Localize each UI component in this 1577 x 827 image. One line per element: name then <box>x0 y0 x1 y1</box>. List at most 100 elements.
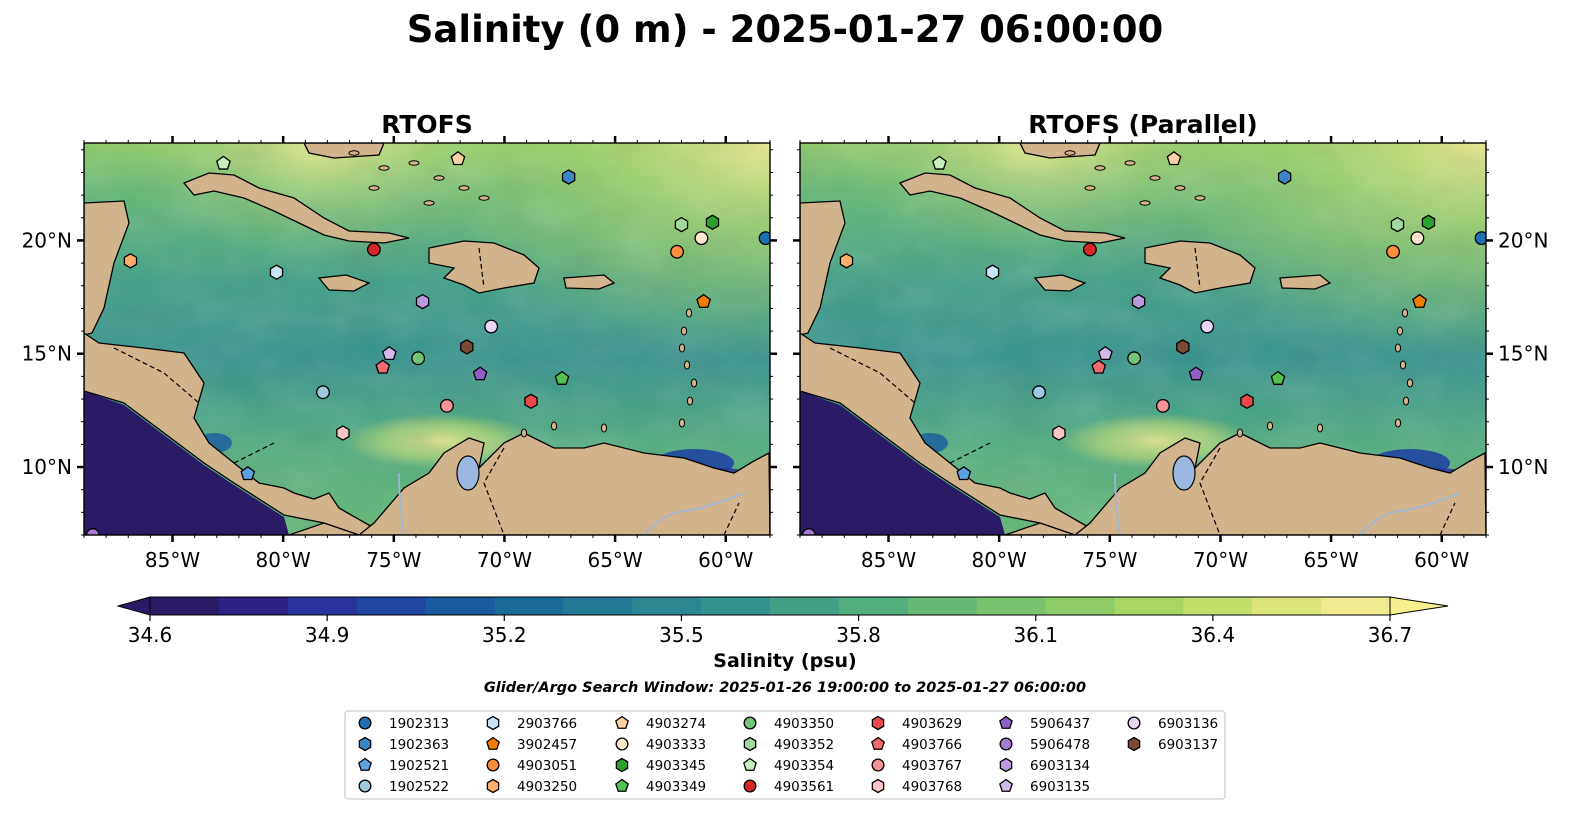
legend-item-4903766: 4903766 <box>871 736 962 753</box>
lon-tick-label: 80°W <box>972 548 1027 572</box>
legend-label: 4903333 <box>646 737 706 753</box>
island <box>458 185 470 191</box>
lake <box>456 455 480 491</box>
legend-marker <box>999 778 1013 792</box>
colorbar-segment <box>287 597 358 615</box>
legend-marker <box>1127 736 1141 752</box>
colorbar-segment <box>976 597 1047 615</box>
colorbar-segment <box>218 597 289 615</box>
island <box>1394 418 1402 428</box>
colorbar-segment <box>1252 597 1322 615</box>
legend-item-2903766: 2903766 <box>486 715 577 732</box>
float-marker-1902313 <box>758 231 770 246</box>
legend-item-4903768: 4903768 <box>871 778 962 795</box>
legend-item-1902313: 1902313 <box>358 716 449 732</box>
float-marker-5906478 <box>85 528 100 535</box>
legend-marker <box>743 779 757 793</box>
legend-label: 4903354 <box>774 758 834 774</box>
colorbar-segment <box>1183 597 1253 615</box>
legend-label: 4903561 <box>774 779 834 795</box>
country-border <box>829 247 1456 535</box>
legend-item-3902457: 3902457 <box>486 736 577 753</box>
colorbar-tick-label: 36.7 <box>1368 623 1413 647</box>
legend-item-5906478: 5906478 <box>999 737 1090 753</box>
island <box>1236 428 1244 438</box>
island <box>1084 185 1096 191</box>
float-marker-2903766 <box>269 264 284 280</box>
float-marker-3902457 <box>1412 293 1428 308</box>
legend-label: 6903137 <box>1158 737 1218 753</box>
map-field <box>800 143 1486 535</box>
legend-marker <box>871 778 885 794</box>
float-marker-4903354 <box>215 155 231 170</box>
colorbar: 34.6 34.9 35.2 35.5 35.8 36.1 36.4 36.7 Salinity… <box>116 596 1449 672</box>
lon-tick-label: 75°W <box>366 548 421 572</box>
legend-label: 4903250 <box>517 779 577 795</box>
float-marker-4903051 <box>1386 244 1401 259</box>
island <box>1402 396 1410 406</box>
float-marker-3902457 <box>696 293 712 308</box>
legend-label: 5906478 <box>1030 737 1090 753</box>
island <box>1396 326 1404 336</box>
legend-label: 3902457 <box>517 737 577 753</box>
legend-marker <box>358 757 372 771</box>
legend-item-4903333: 4903333 <box>615 737 706 753</box>
island <box>685 308 693 318</box>
map-panel-2: RTOFS (Parallel) 85°W 80°W 75°W 70°W 65°W 60°W… <box>793 110 1548 572</box>
float-marker-4903350 <box>1127 351 1142 366</box>
island <box>348 150 360 156</box>
legend-marker <box>999 757 1013 773</box>
river <box>1359 492 1461 535</box>
island <box>433 175 445 181</box>
island <box>378 165 390 171</box>
colorbar-tick-label: 34.9 <box>305 623 350 647</box>
island <box>600 423 608 433</box>
island <box>478 195 490 201</box>
float-marker-4903767 <box>1155 398 1170 413</box>
float-marker-5906437 <box>472 366 488 381</box>
island <box>1316 423 1324 433</box>
legend-marker <box>615 715 629 729</box>
legend-label: 4903767 <box>902 758 962 774</box>
colorbar-segment <box>838 597 909 615</box>
lon-tick-label: 70°W <box>477 548 532 572</box>
colorbar-label: Salinity (psu) <box>713 650 856 672</box>
colorbar-tick-label: 35.2 <box>482 623 527 647</box>
legend-item-4903349: 4903349 <box>615 778 706 795</box>
float-marker-6903137 <box>460 339 474 355</box>
legend-label: 4903350 <box>774 716 834 732</box>
legend-label: 4903352 <box>774 737 834 753</box>
float-marker-2903766 <box>985 264 1000 280</box>
legend-marker <box>615 757 629 773</box>
colorbar-frame <box>149 596 1391 616</box>
map-frame <box>799 142 1487 536</box>
legend-marker <box>486 778 500 794</box>
legend-label: 4903768 <box>902 779 962 795</box>
lake <box>1172 455 1196 491</box>
legend-label: 6903134 <box>1030 758 1090 774</box>
lat-tick-label: 20°N <box>1498 228 1548 252</box>
island <box>408 160 420 166</box>
float-marker-6903137 <box>1176 339 1190 355</box>
lat-tick-label: 15°N <box>1498 342 1548 366</box>
island <box>1394 343 1402 353</box>
legend-label: 4903629 <box>902 716 962 732</box>
colorbar-segment <box>770 597 840 615</box>
island <box>690 378 698 388</box>
legend-marker <box>743 757 757 771</box>
float-marker-4903345 <box>1421 214 1436 231</box>
float-marker-6903135 <box>381 345 397 361</box>
lat-tick-label: 20°N <box>22 228 72 252</box>
float-marker-6903136 <box>484 319 499 334</box>
legend-item-6903137: 6903137 <box>1127 736 1218 753</box>
legend-item-1902363: 1902363 <box>358 736 449 753</box>
island <box>1149 175 1161 181</box>
legend-item-4903274: 4903274 <box>615 715 706 732</box>
legend-item-4903561: 4903561 <box>743 779 834 795</box>
colorbar-tick-label: 35.8 <box>836 623 881 647</box>
float-marker-4903766 <box>1091 359 1107 374</box>
lon-tick-label: 60°W <box>1414 548 1469 572</box>
panel-title: RTOFS (Parallel) <box>1028 110 1257 139</box>
float-marker-4903350 <box>411 351 426 366</box>
